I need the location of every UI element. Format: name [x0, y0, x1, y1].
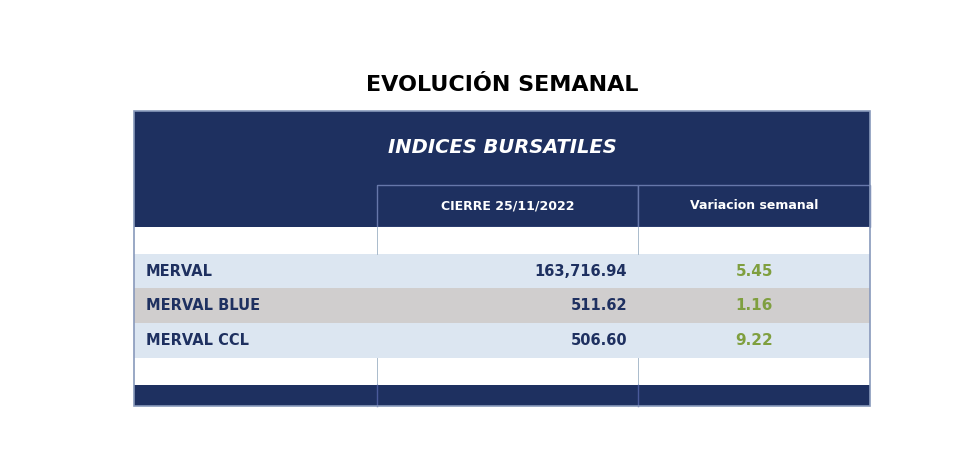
Text: 511.62: 511.62 — [570, 298, 627, 313]
Text: 9.22: 9.22 — [736, 333, 773, 348]
Text: MERVAL BLUE: MERVAL BLUE — [145, 298, 260, 313]
FancyBboxPatch shape — [134, 254, 377, 288]
FancyBboxPatch shape — [134, 185, 377, 227]
FancyBboxPatch shape — [377, 185, 638, 227]
FancyBboxPatch shape — [134, 288, 377, 323]
FancyBboxPatch shape — [377, 323, 638, 358]
Text: 5.45: 5.45 — [736, 264, 773, 279]
FancyBboxPatch shape — [134, 227, 870, 254]
Text: Variacion semanal: Variacion semanal — [690, 199, 818, 212]
FancyBboxPatch shape — [134, 385, 870, 406]
FancyBboxPatch shape — [638, 288, 870, 323]
FancyBboxPatch shape — [377, 254, 638, 288]
FancyBboxPatch shape — [134, 358, 870, 385]
Text: EVOLUCIÓN SEMANAL: EVOLUCIÓN SEMANAL — [366, 75, 639, 95]
Text: 163,716.94: 163,716.94 — [534, 264, 627, 279]
FancyBboxPatch shape — [377, 288, 638, 323]
FancyBboxPatch shape — [638, 185, 870, 227]
FancyBboxPatch shape — [134, 111, 870, 185]
Text: 506.60: 506.60 — [570, 333, 627, 348]
Text: MERVAL CCL: MERVAL CCL — [145, 333, 249, 348]
Text: 1.16: 1.16 — [736, 298, 773, 313]
Text: CIERRE 25/11/2022: CIERRE 25/11/2022 — [441, 199, 574, 212]
Text: INDICES BURSATILES: INDICES BURSATILES — [388, 138, 616, 158]
FancyBboxPatch shape — [134, 323, 377, 358]
FancyBboxPatch shape — [638, 323, 870, 358]
FancyBboxPatch shape — [638, 254, 870, 288]
Text: MERVAL: MERVAL — [145, 264, 213, 279]
